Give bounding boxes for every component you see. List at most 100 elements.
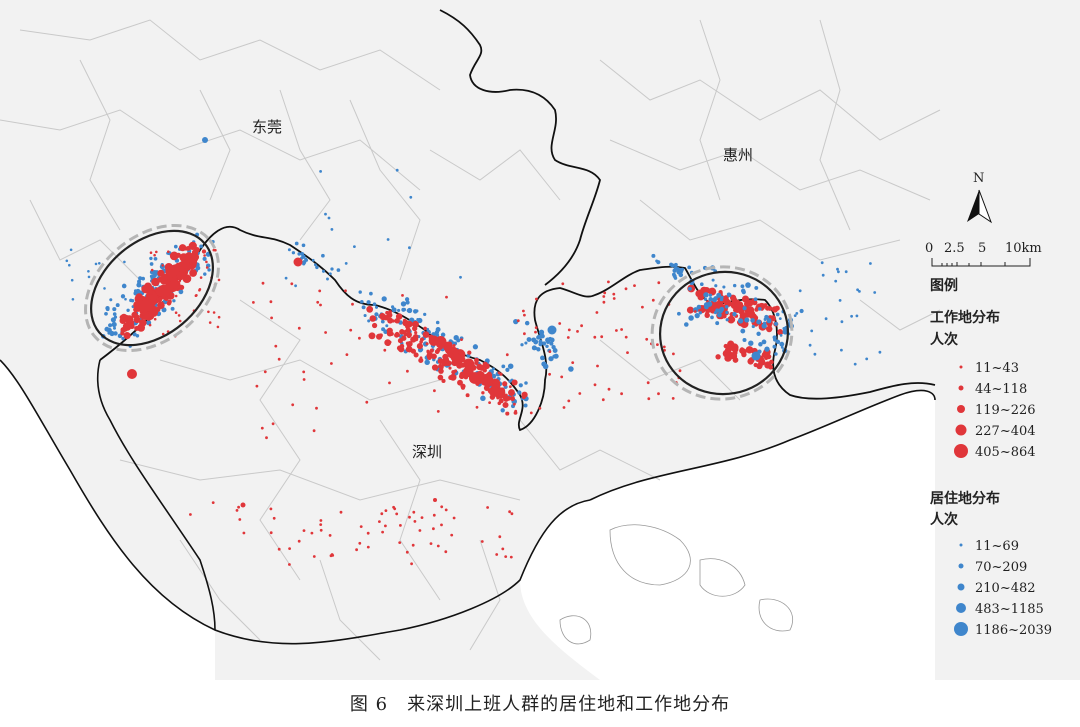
work-dot <box>384 509 388 512</box>
work-dot <box>580 324 583 328</box>
work-dot <box>429 348 434 353</box>
work-dot <box>596 364 599 368</box>
work-dot <box>450 533 454 537</box>
work-dot <box>687 309 691 312</box>
work-dot <box>445 295 448 299</box>
work-dot <box>261 281 265 285</box>
home-dot <box>149 256 153 261</box>
home-dot <box>694 312 700 319</box>
work-dot <box>444 508 448 512</box>
work-dot <box>164 296 169 302</box>
home-dot <box>104 326 110 332</box>
work-dot <box>388 340 392 344</box>
home-dot <box>385 324 389 328</box>
work-dot <box>740 348 747 355</box>
work-dot <box>405 550 409 554</box>
label-huizhou: 惠州 <box>723 146 753 164</box>
work-dot <box>508 385 512 389</box>
work-dot <box>745 346 754 354</box>
home-dot <box>824 317 828 321</box>
home-dot <box>336 268 341 272</box>
work-dot <box>730 345 737 352</box>
work-dot <box>383 348 387 352</box>
work-dot <box>612 292 616 296</box>
home-dot <box>710 315 714 320</box>
home-dot <box>798 289 802 293</box>
work-dot <box>445 342 448 346</box>
work-dot <box>169 251 179 261</box>
work-dot <box>475 370 485 381</box>
work-dot <box>167 299 172 304</box>
home-dot <box>672 274 677 279</box>
home-dot <box>651 253 656 258</box>
work-dot <box>391 319 396 323</box>
home-dot <box>152 272 157 278</box>
work-dot <box>534 330 537 334</box>
home-dot <box>330 267 334 271</box>
home-dot <box>717 312 722 318</box>
home-dot <box>328 272 332 276</box>
home-dot <box>361 305 366 310</box>
home-dot <box>115 303 120 308</box>
home-dot <box>500 408 505 413</box>
home-dot <box>518 383 523 388</box>
home-dot <box>708 297 713 302</box>
home-dot <box>65 259 69 263</box>
islands <box>559 524 793 645</box>
work-dot <box>434 336 447 348</box>
work-dot <box>167 273 170 276</box>
scale-tick-0: 0 <box>925 241 933 256</box>
work-dot <box>726 350 732 356</box>
work-dot <box>502 381 508 387</box>
home-dot <box>381 296 387 302</box>
home-dot <box>761 339 767 345</box>
home-dot <box>526 337 532 342</box>
work-dot <box>392 505 395 509</box>
work-dot <box>481 391 485 395</box>
home-dot <box>173 244 178 249</box>
home-dot <box>172 299 176 303</box>
work-dot <box>601 398 605 402</box>
work-dot <box>756 362 763 370</box>
home-dot <box>741 289 746 295</box>
work-dot <box>397 338 403 344</box>
work-dot <box>270 316 273 320</box>
home-dot <box>708 293 713 297</box>
home-dot <box>397 308 401 312</box>
work-dot <box>174 311 178 315</box>
home-dot <box>878 350 882 354</box>
home-dot <box>107 331 111 335</box>
work-dot <box>214 248 217 252</box>
home-dot <box>673 262 678 267</box>
work-dot <box>457 379 463 386</box>
work-dot <box>319 519 323 522</box>
work-dot <box>602 295 606 298</box>
work-dot <box>167 250 170 253</box>
home-dot <box>795 312 799 315</box>
home-dot <box>287 248 291 252</box>
home-dot <box>300 252 305 256</box>
legend-work-classes: 11~43 44~118 119~226 227~404 405~864 <box>954 361 1036 460</box>
home-dot <box>750 318 755 323</box>
work-dot <box>744 300 750 307</box>
work-dot <box>440 523 443 527</box>
home-dot <box>129 298 133 303</box>
work-dot <box>315 406 318 410</box>
home-dot <box>722 285 726 289</box>
home-dot <box>767 318 772 322</box>
work-dot <box>339 510 343 514</box>
home-dot <box>360 300 364 304</box>
home-dot <box>391 307 397 313</box>
home-dot <box>838 299 842 302</box>
work-dot <box>288 563 291 566</box>
home-dot <box>71 298 75 301</box>
home-dot <box>670 263 675 268</box>
home-dot <box>732 283 737 288</box>
home-dot <box>757 307 762 311</box>
work-dot <box>153 253 156 257</box>
home-dot <box>737 318 744 324</box>
work-dot <box>312 555 316 558</box>
home-dot <box>540 334 545 339</box>
work-dot <box>330 553 334 556</box>
work-dot <box>182 275 186 278</box>
